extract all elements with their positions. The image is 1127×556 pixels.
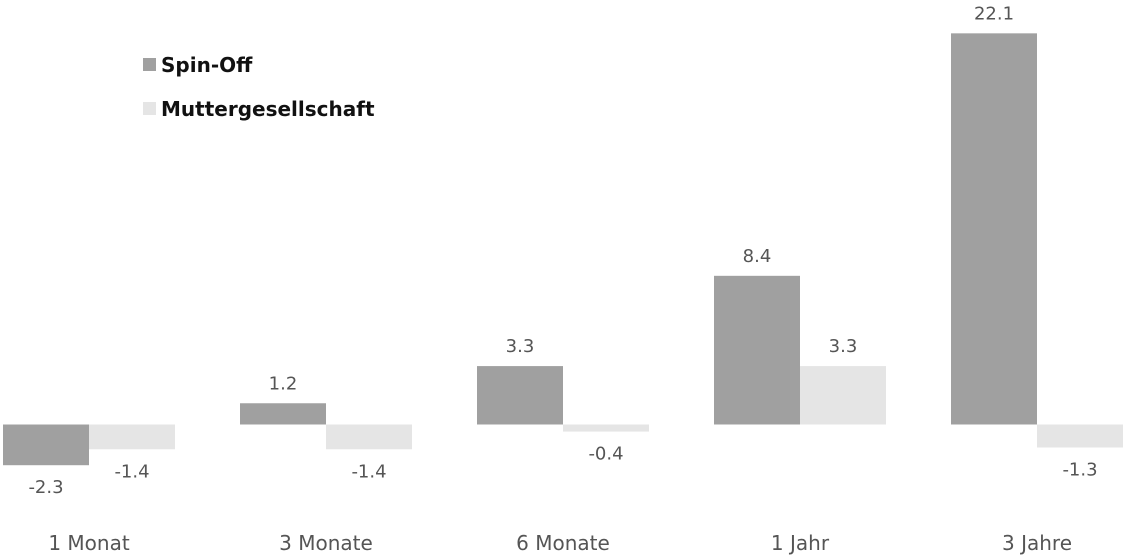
legend-label-spin-off: Spin-Off — [161, 53, 253, 77]
category-labels: 1 Monat 3 Monate 6 Monate 1 Jahr 3 Jahre — [48, 531, 1072, 555]
value-label-spin-off-6-monate: 3.3 — [506, 336, 535, 357]
category-label-1-monat: 1 Monat — [48, 531, 130, 555]
value-label-spin-off-1-jahr: 8.4 — [743, 246, 772, 267]
value-label-muttergesellschaft-3-jahre: -1.3 — [1062, 460, 1097, 481]
value-label-spin-off-1-monat: -2.3 — [28, 477, 63, 498]
category-label-1-jahr: 1 Jahr — [771, 531, 830, 555]
legend-label-muttergesellschaft: Muttergesellschaft — [161, 97, 375, 121]
value-labels: -2.3 -1.4 1.2 -1.4 3.3 -0.4 8.4 3.3 22.1 -1.3 — [28, 3, 1097, 498]
bar-spin-off-6-monate — [477, 366, 563, 425]
bar-spin-off-3-jahre — [951, 33, 1037, 425]
bar-muttergesellschaft-3-jahre — [1037, 424, 1123, 448]
bar-muttergesellschaft-1-jahr — [800, 366, 886, 425]
value-label-spin-off-3-jahre: 22.1 — [974, 3, 1014, 24]
category-label-6-monate: 6 Monate — [516, 531, 610, 555]
legend-swatch-spin-off — [143, 58, 156, 71]
value-label-muttergesellschaft-1-monat: -1.4 — [114, 461, 149, 482]
bar-muttergesellschaft-3-monate — [326, 424, 412, 450]
value-label-muttergesellschaft-3-monate: -1.4 — [351, 461, 386, 482]
legend: Spin-Off Muttergesellschaft — [143, 53, 375, 121]
value-label-spin-off-3-monate: 1.2 — [269, 373, 298, 394]
bar-muttergesellschaft-1-monat — [89, 424, 175, 450]
value-label-muttergesellschaft-1-jahr: 3.3 — [829, 336, 858, 357]
category-label-3-jahre: 3 Jahre — [1002, 531, 1072, 555]
value-label-muttergesellschaft-6-monate: -0.4 — [588, 444, 623, 465]
bar-muttergesellschaft-6-monate — [563, 424, 649, 432]
legend-swatch-muttergesellschaft — [143, 102, 156, 115]
bars — [3, 33, 1123, 466]
category-label-3-monate: 3 Monate — [279, 531, 373, 555]
bar-spin-off-1-jahr — [714, 275, 800, 425]
bar-spin-off-1-monat — [3, 424, 89, 466]
bar-spin-off-3-monate — [240, 403, 326, 425]
